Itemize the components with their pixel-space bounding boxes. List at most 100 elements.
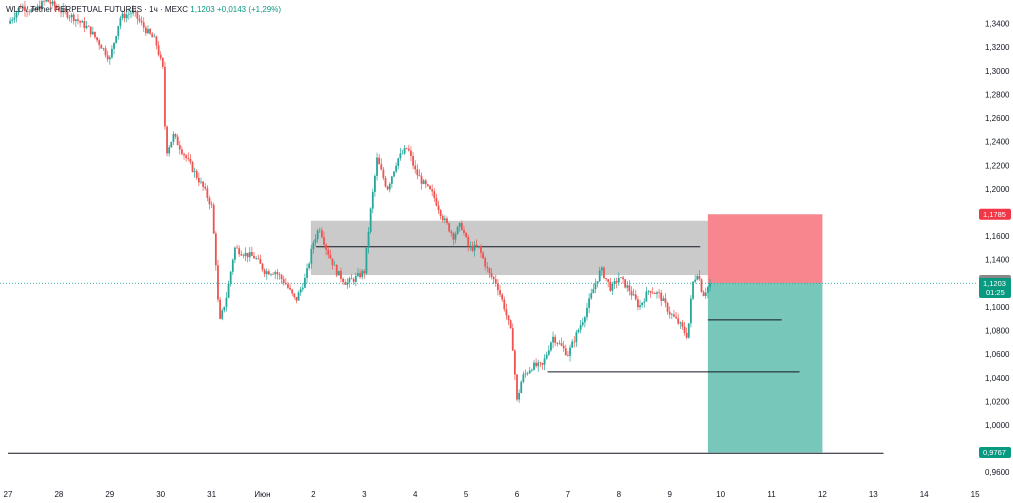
candle (323, 231, 325, 249)
time-tick-label: 10 (716, 490, 725, 499)
candle (316, 228, 319, 243)
time-tick-label: 11 (767, 490, 776, 499)
candle (246, 252, 249, 263)
candle (431, 184, 434, 197)
candle (36, 3, 39, 12)
time-tick-label: 8 (617, 490, 622, 499)
candle (522, 371, 525, 384)
candle (709, 278, 711, 292)
candle (219, 297, 221, 320)
candle (138, 14, 141, 24)
candle (488, 267, 491, 279)
candle (658, 289, 660, 299)
candle (134, 6, 137, 17)
candle (151, 31, 154, 38)
stop-zone[interactable] (707, 214, 823, 283)
candle (446, 216, 448, 225)
candle (172, 131, 175, 146)
candle (443, 215, 446, 224)
candle (577, 328, 580, 334)
candle (626, 280, 629, 292)
candle (282, 275, 285, 286)
candle (690, 295, 692, 328)
candle (376, 152, 378, 181)
candle (388, 182, 391, 193)
candle (694, 274, 697, 284)
candle (289, 283, 291, 291)
candle (98, 38, 101, 50)
candle (378, 154, 381, 165)
candle (702, 290, 705, 297)
badge-price-label: 1,1203 (983, 279, 1006, 288)
candle (679, 321, 682, 330)
candle (649, 290, 652, 298)
candle (24, 0, 26, 17)
candle (287, 281, 289, 290)
candle (567, 350, 569, 357)
candle (231, 258, 234, 275)
candle (530, 368, 533, 373)
candle (297, 290, 300, 301)
candle (335, 263, 338, 278)
candle (427, 183, 429, 188)
candle (85, 20, 88, 30)
badge-price-label: 0,9767 (983, 448, 1006, 457)
candle (261, 263, 264, 272)
candle (267, 269, 270, 275)
candle (223, 306, 226, 313)
candle (397, 157, 400, 170)
candle (556, 341, 559, 347)
candle (301, 283, 304, 292)
candle (202, 180, 205, 191)
candle (647, 290, 650, 296)
candle (108, 55, 111, 65)
price-tick-label: 1,0600 (985, 350, 1010, 359)
candle (89, 26, 92, 38)
candle (204, 183, 207, 191)
candle (147, 25, 149, 35)
candle (675, 312, 677, 320)
candle (439, 208, 442, 220)
price-tick-label: 1,3400 (985, 20, 1010, 29)
candle (518, 389, 521, 403)
candle (643, 298, 646, 308)
candle (100, 44, 103, 49)
candle (344, 279, 347, 285)
candle (670, 312, 673, 320)
candle (547, 345, 550, 357)
candle (325, 243, 328, 256)
time-axis[interactable]: 27 28 29 30 31 Июн 2 3 4 5 6 7 8 9 10 11 12 13 14 15 (4, 490, 981, 499)
candle (503, 296, 506, 312)
time-tick-label: 6 (515, 490, 520, 499)
candle (123, 8, 126, 23)
candle (140, 16, 143, 26)
candle (473, 241, 476, 257)
candle (412, 152, 414, 170)
candle (308, 261, 311, 271)
candle (96, 36, 98, 43)
candle (433, 188, 436, 202)
candle (435, 193, 438, 207)
candle (157, 41, 160, 57)
candle (276, 269, 279, 280)
candle (270, 273, 272, 277)
candle (407, 144, 410, 152)
candle (81, 19, 84, 23)
candle (340, 267, 342, 283)
candle (560, 337, 563, 347)
supply-zone[interactable] (310, 220, 708, 276)
target-zone[interactable] (707, 282, 823, 453)
candle (611, 281, 614, 296)
candle (706, 285, 709, 299)
candle (630, 286, 633, 300)
candle (168, 144, 171, 157)
price-tick-label: 1,2400 (985, 138, 1010, 147)
candle (280, 273, 283, 284)
zones-layer (310, 214, 823, 453)
candle (590, 288, 593, 300)
candle (656, 290, 658, 299)
price-axis[interactable]: 0,9600 1,0000 1,0200 1,0400 1,0600 1,0800 1,10… (985, 20, 1010, 478)
candle (554, 334, 557, 347)
